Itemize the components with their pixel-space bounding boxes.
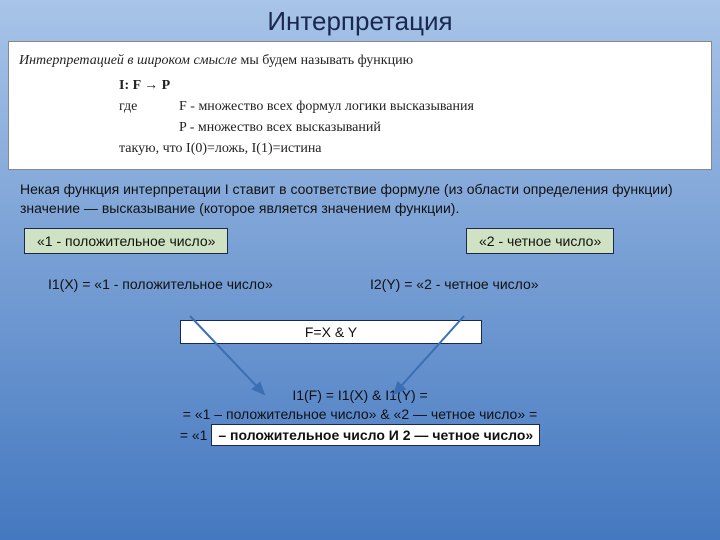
derivation-line1: I1(F) = I1(X) & I1(Y) = [0, 386, 720, 405]
p-explanation: P - множество всех высказываний [179, 120, 381, 135]
box-premise-1: «1 - положительное число» [24, 228, 228, 254]
definition-rest: мы будем называть функцию [237, 53, 413, 68]
explain-paragraph: Некая функция интерпретации I ставит в с… [20, 180, 700, 218]
f-explanation: F - множество всех формул логики высказы… [179, 99, 474, 114]
box-premise-2: «2 - четное число» [466, 228, 614, 254]
definition-condition: такую, что I(0)=ложь, I(1)=истина [119, 138, 701, 159]
definition-where-f: гдеF - множество всех формул логики выск… [119, 96, 701, 117]
definition-where-p: P - множество всех высказываний [119, 117, 701, 138]
definition-func: I: F → P [119, 75, 701, 96]
equation-i1x: I1(X) = «1 - положительное число» [48, 276, 273, 292]
definition-italic: Интерпретацией в широком смысле [19, 53, 237, 68]
formula-row: F=X & Y [0, 320, 720, 360]
equation-i2y: I2(Y) = «2 - четное число» [370, 276, 539, 292]
derivation-line3: = «1 – положительное число И 2 — четное … [0, 424, 720, 447]
where-label: где [119, 96, 179, 117]
derivation-block: I1(F) = I1(X) & I1(Y) = = «1 – положител… [0, 386, 720, 447]
definition-line1: Интерпретацией в широком смысле мы будем… [19, 50, 701, 71]
premise-boxes-row: «1 - положительное число» «2 - четное чи… [0, 228, 720, 264]
page-title: Интерпретация [0, 0, 720, 41]
derivation-line3-pre: = «1 [180, 427, 212, 443]
result-box: – положительное число И 2 — четное число… [211, 424, 540, 447]
formula-fxy: F=X & Y [180, 320, 482, 344]
equations-row: I1(X) = «1 - положительное число» I2(Y) … [0, 276, 720, 300]
derivation-line2: = «1 – положительное число» & «2 — четно… [0, 405, 720, 424]
definition-panel: Интерпретацией в широком смысле мы будем… [8, 41, 712, 170]
